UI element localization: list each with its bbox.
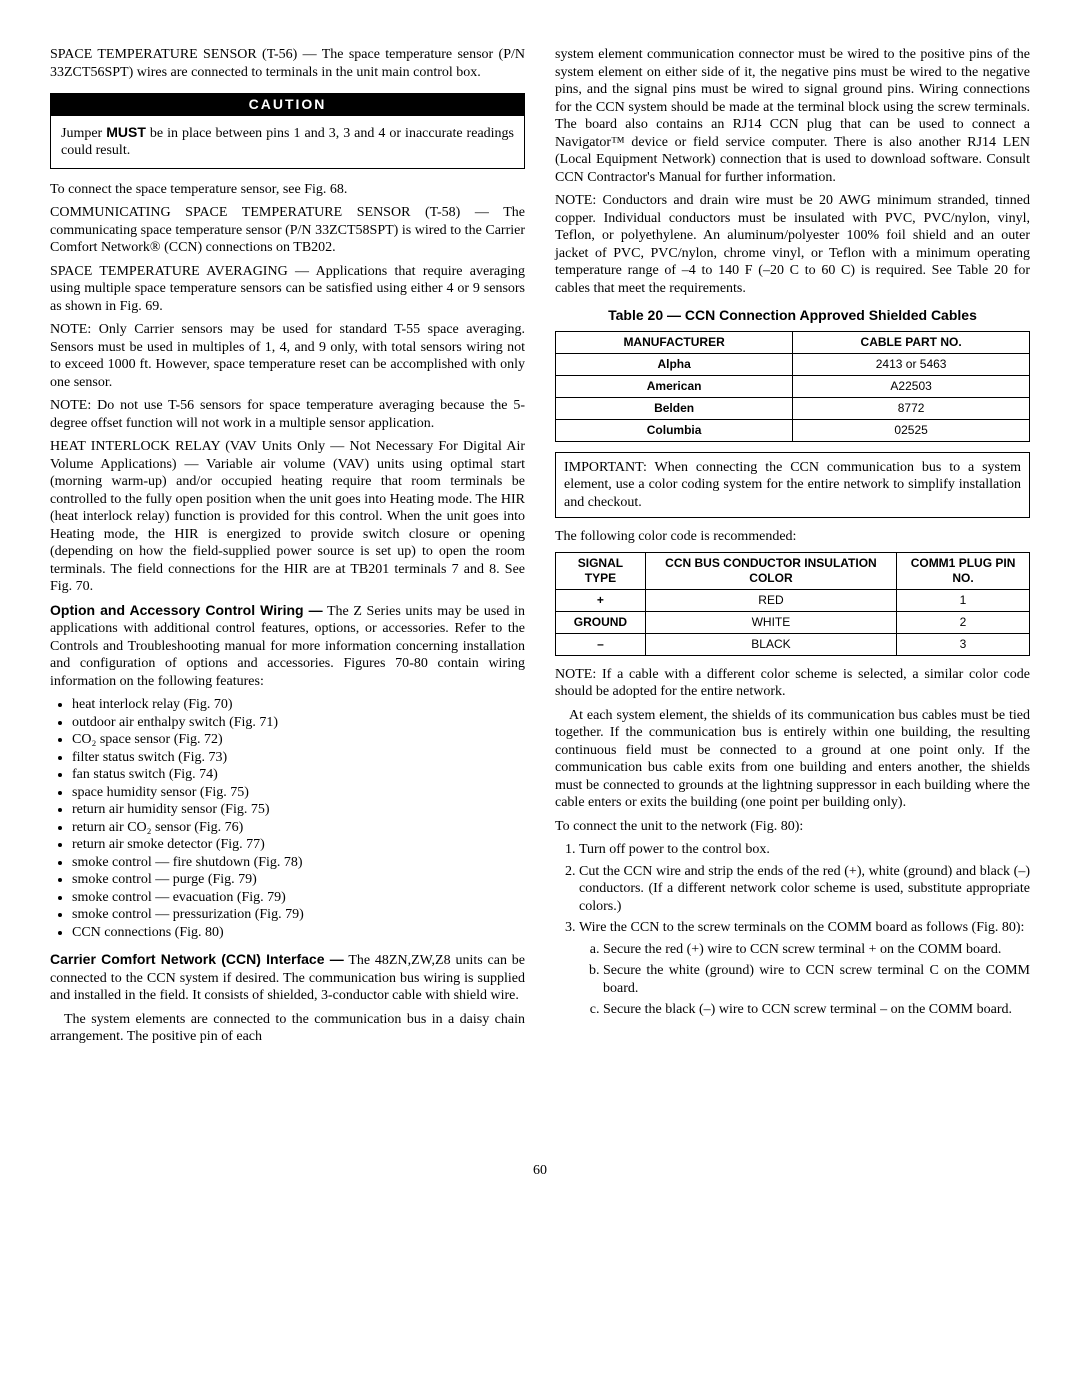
td: Columbia — [556, 419, 793, 441]
para-note-cable: NOTE: If a cable with a different color … — [555, 666, 1030, 701]
td: Belden — [556, 397, 793, 419]
table-row: GROUNDWHITE2 — [556, 611, 1030, 633]
caution-box: CAUTION Jumper MUST be in place between … — [50, 93, 525, 169]
table-row: +RED1 — [556, 589, 1030, 611]
td: 2 — [897, 611, 1030, 633]
list-item: outdoor air enthalpy switch (Fig. 71) — [72, 714, 525, 732]
list-item: smoke control — purge (Fig. 79) — [72, 871, 525, 889]
list-item: return air smoke detector (Fig. 77) — [72, 836, 525, 854]
feature-list: heat interlock relay (Fig. 70) outdoor a… — [50, 696, 525, 941]
td: + — [556, 589, 646, 611]
table-row: MANUFACTURER CABLE PART NO. — [556, 331, 1030, 353]
para-connect-network: To connect the unit to the network (Fig.… — [555, 818, 1030, 836]
td: WHITE — [645, 611, 896, 633]
connect-steps: Turn off power to the control box. Cut t… — [555, 841, 1030, 1019]
right-column: system element communication connector m… — [555, 40, 1030, 1052]
list-item: heat interlock relay (Fig. 70) — [72, 696, 525, 714]
connect-substeps: Secure the red (+) wire to CCN screw ter… — [579, 941, 1030, 1019]
caution-must: MUST — [106, 124, 146, 140]
section-heading-ccn: Carrier Comfort Network (CCN) Interface … — [50, 951, 344, 967]
section-heading: Option and Accessory Control Wiring — — [50, 602, 323, 618]
td: RED — [645, 589, 896, 611]
td: American — [556, 375, 793, 397]
table-row: –BLACK3 — [556, 633, 1030, 655]
list-item: smoke control — pressurization (Fig. 79) — [72, 906, 525, 924]
para-averaging: SPACE TEMPERATURE AVERAGING — Applicatio… — [50, 263, 525, 316]
td: Alpha — [556, 353, 793, 375]
list-item: return air CO₂ sensor (Fig. 76) — [72, 819, 525, 837]
td: 2413 or 5463 — [793, 353, 1030, 375]
td: 3 — [897, 633, 1030, 655]
para-system-element: system element communication connector m… — [555, 46, 1030, 186]
list-item: Secure the black (–) wire to CCN screw t… — [603, 1001, 1030, 1019]
para-connect: To connect the space temperature sensor,… — [50, 181, 525, 199]
section-option-wiring: Option and Accessory Control Wiring — Th… — [50, 602, 525, 691]
para-note1: NOTE: Only Carrier sensors may be used f… — [50, 321, 525, 391]
table-row: Alpha2413 or 5463 — [556, 353, 1030, 375]
list-item: filter status switch (Fig. 73) — [72, 749, 525, 767]
caution-header: CAUTION — [51, 94, 524, 116]
table-row: AmericanA22503 — [556, 375, 1030, 397]
th-signal: SIGNAL TYPE — [556, 552, 646, 589]
td: 1 — [897, 589, 1030, 611]
th-insulation: CCN BUS CONDUCTOR INSULATION COLOR — [645, 552, 896, 589]
para-daisy: The system elements are connected to the… — [50, 1011, 525, 1046]
list-item: Secure the white (ground) wire to CCN sc… — [603, 962, 1030, 997]
para-colorcode: The following color code is recommended: — [555, 528, 1030, 546]
para-t58: COMMUNICATING SPACE TEMPERATURE SENSOR (… — [50, 204, 525, 257]
para-conductors: NOTE: Conductors and drain wire must be … — [555, 192, 1030, 297]
caution-body: Jumper MUST be in place between pins 1 a… — [51, 116, 524, 168]
list-item: fan status switch (Fig. 74) — [72, 766, 525, 784]
list-item: Wire the CCN to the screw terminals on t… — [579, 919, 1030, 1019]
table-row: SIGNAL TYPE CCN BUS CONDUCTOR INSULATION… — [556, 552, 1030, 589]
important-box: IMPORTANT: When connecting the CCN commu… — [555, 452, 1030, 519]
para-t56: SPACE TEMPERATURE SENSOR (T-56) — The sp… — [50, 46, 525, 81]
list-item: smoke control — fire shutdown (Fig. 78) — [72, 854, 525, 872]
th-pin: COMM1 PLUG PIN NO. — [897, 552, 1030, 589]
td: A22503 — [793, 375, 1030, 397]
list-item: space humidity sensor (Fig. 75) — [72, 784, 525, 802]
section-ccn: Carrier Comfort Network (CCN) Interface … — [50, 951, 525, 1005]
table20: MANUFACTURER CABLE PART NO. Alpha2413 or… — [555, 331, 1030, 442]
two-column-layout: SPACE TEMPERATURE SENSOR (T-56) — The sp… — [50, 40, 1030, 1052]
step3-text: Wire the CCN to the screw terminals on t… — [579, 920, 1024, 935]
td: 8772 — [793, 397, 1030, 419]
para-shields: At each system element, the shields of i… — [555, 707, 1030, 812]
table-row: Belden8772 — [556, 397, 1030, 419]
para-note2: NOTE: Do not use T-56 sensors for space … — [50, 397, 525, 432]
table20-title: Table 20 — CCN Connection Approved Shiel… — [555, 307, 1030, 325]
list-item: smoke control — evacuation (Fig. 79) — [72, 889, 525, 907]
td: 02525 — [793, 419, 1030, 441]
page-number: 60 — [50, 1162, 1030, 1180]
left-column: SPACE TEMPERATURE SENSOR (T-56) — The sp… — [50, 40, 525, 1052]
para-hir: HEAT INTERLOCK RELAY (VAV Units Only — N… — [50, 438, 525, 596]
list-item: Turn off power to the control box. — [579, 841, 1030, 859]
list-item: return air humidity sensor (Fig. 75) — [72, 801, 525, 819]
table-colorcode: SIGNAL TYPE CCN BUS CONDUCTOR INSULATION… — [555, 552, 1030, 656]
list-item: CCN connections (Fig. 80) — [72, 924, 525, 942]
list-item: Secure the red (+) wire to CCN screw ter… — [603, 941, 1030, 959]
list-item: Cut the CCN wire and strip the ends of t… — [579, 863, 1030, 916]
table-row: Columbia02525 — [556, 419, 1030, 441]
caution-pre: Jumper — [61, 126, 106, 141]
th-manufacturer: MANUFACTURER — [556, 331, 793, 353]
td: – — [556, 633, 646, 655]
th-cablepart: CABLE PART NO. — [793, 331, 1030, 353]
td: GROUND — [556, 611, 646, 633]
td: BLACK — [645, 633, 896, 655]
list-item: CO₂ space sensor (Fig. 72) — [72, 731, 525, 749]
